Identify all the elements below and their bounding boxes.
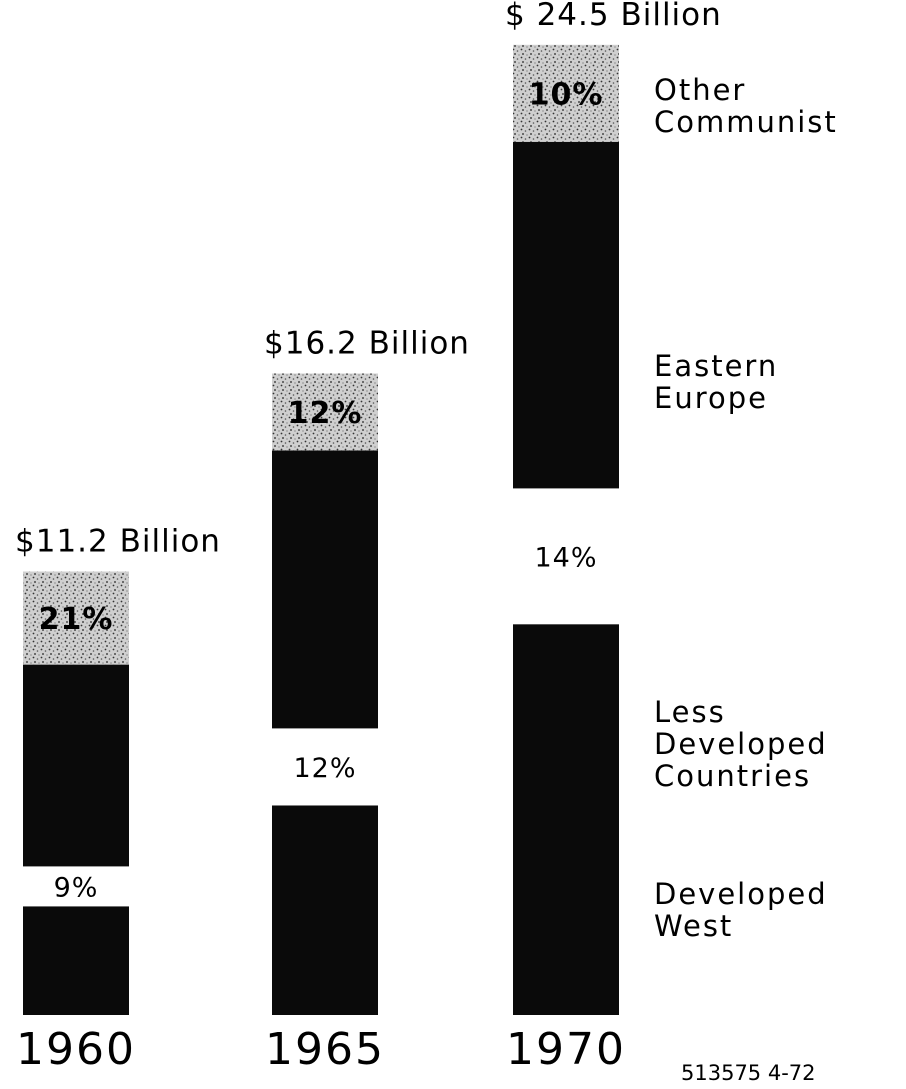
year-label-1970: 1970 — [506, 1024, 626, 1075]
other-communist-share-1970: 10% — [529, 77, 604, 112]
legend-line: Developed — [654, 727, 828, 761]
legend-label-developed-west: Developed West — [654, 877, 828, 943]
bar-segment-ldc-1965 — [272, 728, 378, 806]
legend-line: Other — [654, 73, 746, 107]
bar-segment-other-communist-1970 — [513, 44, 619, 142]
total-label-1965: $16.2 Billion — [264, 326, 470, 362]
bar-segment-other-communist-1960 — [23, 571, 129, 665]
legend-line: Europe — [654, 381, 768, 415]
legend-label-eastern-europe: Eastern Europe — [654, 349, 778, 415]
legend-line: Eastern — [654, 349, 778, 383]
labels-layer: 9% 21% $11.2 Billion 1960 12% 12% $16.2 Billio… — [15, 0, 722, 1075]
ldc-share-1965: 12% — [293, 753, 356, 784]
legend-line: Countries — [654, 759, 811, 793]
other-communist-share-1960: 21% — [39, 602, 114, 637]
legend-line: Developed — [654, 877, 828, 911]
total-label-1960: $11.2 Billion — [15, 524, 221, 560]
ldc-share-1960: 9% — [54, 872, 99, 903]
bar-segment-ldc-1970 — [513, 488, 619, 625]
bar-segment-other-communist-1965 — [272, 373, 378, 451]
bar-segment-developed-west-1960 — [23, 906, 129, 1015]
bar-segment-ldc-1960 — [23, 866, 129, 907]
year-label-1960: 1960 — [16, 1024, 136, 1075]
bar-segment-eastern-europe-1965 — [272, 450, 378, 729]
footnote-code: 513575 4-72 — [681, 1061, 816, 1085]
bars-layer — [23, 44, 619, 1015]
legend-label-other-communist: Other Communist — [654, 73, 838, 139]
bar-segment-developed-west-1970 — [513, 624, 619, 1015]
bar-segment-developed-west-1965 — [272, 805, 378, 1015]
ldc-share-1970: 14% — [534, 542, 597, 573]
legend-label-less-developed-countries: Less Developed Countries — [654, 695, 828, 793]
bar-segment-eastern-europe-1970 — [513, 141, 619, 489]
bar-segment-eastern-europe-1960 — [23, 664, 129, 867]
total-label-1970: $ 24.5 Billion — [505, 0, 722, 33]
other-communist-share-1965: 12% — [288, 396, 363, 431]
legend-line: West — [654, 909, 733, 943]
legend-line: Less — [654, 695, 726, 729]
year-label-1965: 1965 — [265, 1024, 385, 1075]
legend-line: Communist — [654, 105, 838, 139]
